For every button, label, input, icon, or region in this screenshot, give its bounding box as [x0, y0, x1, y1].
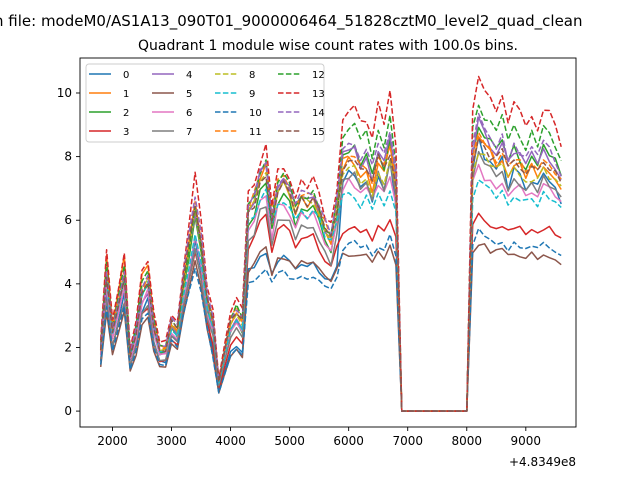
series-line-5: [99, 243, 562, 412]
legend-label-6: 6: [186, 108, 192, 119]
legend-label-12: 12: [312, 70, 325, 81]
y-tick-label: 8: [64, 150, 72, 164]
x-tick-label: 2000: [97, 434, 128, 448]
series-line-10: [99, 227, 562, 412]
legend-label-10: 10: [249, 108, 262, 119]
legend-label-8: 8: [249, 70, 255, 81]
series-layer: [99, 75, 562, 412]
x-tick-label: 3000: [156, 434, 187, 448]
x-tick-label: 7000: [392, 434, 423, 448]
axes-frame: [79, 57, 577, 428]
x-tick-label: 4000: [215, 434, 246, 448]
legend-label-1: 1: [123, 89, 129, 100]
x-tick-label: 9000: [511, 434, 542, 448]
x-axis: 2000 3000 4000 5000 6000 7000 8000 9000: [97, 427, 541, 448]
y-tick-label: 2: [64, 340, 72, 354]
legend-label-13: 13: [312, 89, 325, 100]
legend-frame: [85, 63, 325, 143]
series-line-15: [99, 137, 562, 412]
series-line-9: [99, 179, 562, 412]
legend-label-4: 4: [186, 70, 192, 81]
legend-label-0: 0: [123, 70, 129, 81]
x-offset-label: +4.8349e8: [509, 455, 576, 469]
legend-label-2: 2: [123, 108, 129, 119]
y-tick-label: 0: [64, 404, 72, 418]
legend-label-15: 15: [312, 127, 325, 138]
y-tick-label: 10: [57, 86, 72, 100]
legend-label-7: 7: [186, 127, 192, 138]
legend-label-14: 14: [312, 108, 325, 119]
y-axis: 0 2 4 6 8 10: [57, 86, 80, 418]
legend-label-3: 3: [123, 127, 129, 138]
legend-label-9: 9: [249, 89, 255, 100]
chart-title: Quadrant 1 module wise count rates with …: [138, 38, 518, 54]
series-line-7: [99, 150, 562, 412]
y-tick-label: 4: [64, 277, 72, 291]
x-tick-label: 6000: [333, 434, 364, 448]
x-tick-label: 8000: [451, 434, 482, 448]
legend-label-11: 11: [249, 127, 262, 138]
series-line-12: [99, 104, 562, 412]
series-line-11: [99, 131, 562, 412]
x-tick-label: 5000: [274, 434, 305, 448]
legend-label-5: 5: [186, 89, 192, 100]
figure-suptitle: n file: modeM0/AS1A13_090T01_9000006464_…: [0, 12, 583, 31]
y-tick-label: 6: [64, 213, 72, 227]
